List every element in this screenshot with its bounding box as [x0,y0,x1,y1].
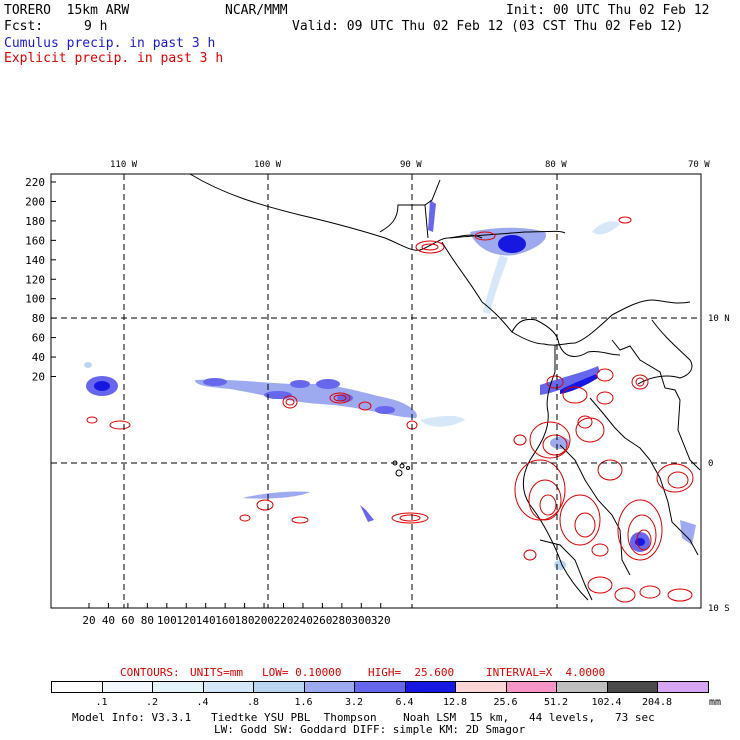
y-tick-label: 180 [25,215,45,228]
colorbar-swatch [152,681,204,693]
colorbar-label: 3.2 [344,697,364,708]
lon-labels: 110 W 100 W 90 W 80 W 70 W [110,160,710,170]
colorbar-swatch [455,681,507,693]
y-tick-label: 120 [25,273,45,286]
x-tick-label: 200 [254,614,274,627]
y-tick-label: 200 [25,195,45,208]
contours-interval: INTERVAL=X 4.0000 [486,666,606,679]
map-frame [50,173,702,609]
colorbar-label: .4 [196,697,209,708]
lon-label-70w: 70 W [688,160,710,170]
cumulus-field-label: Cumulus precip. in past 3 h [4,36,216,51]
colorbar-label: .8 [246,697,260,708]
x-tick-label: 300 [351,614,371,627]
colorbar-swatch [253,681,305,693]
colorbar-swatch [101,681,153,693]
y-tick-label: 140 [25,254,45,267]
explicit-field-label: Explicit precip. in past 3 h [4,51,224,66]
contours-high: HIGH= 25.600 [368,666,455,679]
x-tick-label: 40 [102,614,115,627]
colorbar-swatch [606,681,658,693]
model-info-line1: Model Info: V3.3.1 Tiedtke YSU PBL Thomp… [72,711,655,724]
x-tick-label: 160 [215,614,235,627]
lon-label-100w: 100 W [254,160,282,170]
x-tick-label: 80 [141,614,154,627]
y-tick-label: 220 [25,176,45,189]
explicit-precip-contours [86,216,694,603]
lon-label-80w: 80 W [545,160,567,170]
colorbar-unit: mm [708,697,722,708]
contours-low: LOW= 0.10000 [262,666,342,679]
colorbar-label: 6.4 [395,697,414,708]
lat-label-10s: 10 S [708,604,730,614]
colorbar-swatch [657,681,709,693]
y-tick-label: 80 [32,312,45,325]
x-tick-label: 320 [371,614,391,627]
model-info-line2: LW: Godd SW: Goddard DIFF: simple KM: 2D… [214,723,526,736]
colorbar-label: .1 [95,697,108,708]
x-tick-label: 20 [82,614,95,627]
colorbar-swatch [505,681,557,693]
x-tick-label: 240 [293,614,313,627]
init-time: Init: 00 UTC Thu 02 Feb 12 [506,3,710,18]
x-tick-label: 260 [312,614,332,627]
colorbar-label: 1.6 [294,697,313,708]
colorbar-label: 204.8 [641,697,673,708]
colorbar-swatch [202,681,254,693]
colorbar-swatch [404,681,456,693]
colorbar-label: 102.4 [591,697,622,708]
y-tick-label: 160 [25,234,45,247]
x-tick-label: 60 [121,614,134,627]
valid-time: Valid: 09 UTC Thu 02 Feb 12 (03 CST Thu … [292,19,684,34]
lat-label-0: 0 [708,459,713,469]
colorbar-label: 12.8 [442,697,468,708]
coastlines [189,173,701,601]
lat-lon-grid [51,174,701,608]
x-tick-label: 140 [196,614,216,627]
colorbar-swatch [556,681,608,693]
colorbar-label: .2 [145,697,159,708]
org-label: NCAR/MMM [225,3,288,18]
lat-label-10n: 10 N [708,314,730,324]
x-tick-label: 100 [157,614,177,627]
y-tick-label: 60 [32,332,45,345]
axis-ticks [51,181,382,608]
x-tick-label: 120 [176,614,196,627]
colorbar-label: 51.2 [543,697,569,708]
model-title: TORERO 15km ARW [4,3,130,18]
x-tick-label: 220 [274,614,294,627]
y-tick-label: 20 [32,371,45,384]
colorbar-swatch [303,681,355,693]
y-tick-label: 40 [32,351,45,364]
contours-title: CONTOURS: [120,666,180,679]
colorbar-label: 25.6 [493,697,518,708]
fcst-label: Fcst: [4,19,44,34]
contours-units: UNITS=mm [190,666,243,679]
lat-labels: 10 N 0 10 S [708,314,730,614]
x-tick-labels: 20 40 60 80 100 120 140 160 180 200 220 240 260 280 30… [82,614,390,627]
y-tick-labels: 220 200 180 160 140 120 100 80 60 40 20 [25,176,45,384]
x-tick-label: 180 [235,614,255,627]
fcst-value: 9 h [84,19,108,34]
colorbar-swatch [354,681,406,693]
y-tick-label: 100 [25,293,45,306]
lon-label-90w: 90 W [400,160,422,170]
colorbar-swatch [51,681,103,693]
x-tick-label: 280 [332,614,352,627]
lon-label-110w: 110 W [110,160,138,170]
cumulus-precip-shading [84,200,696,570]
